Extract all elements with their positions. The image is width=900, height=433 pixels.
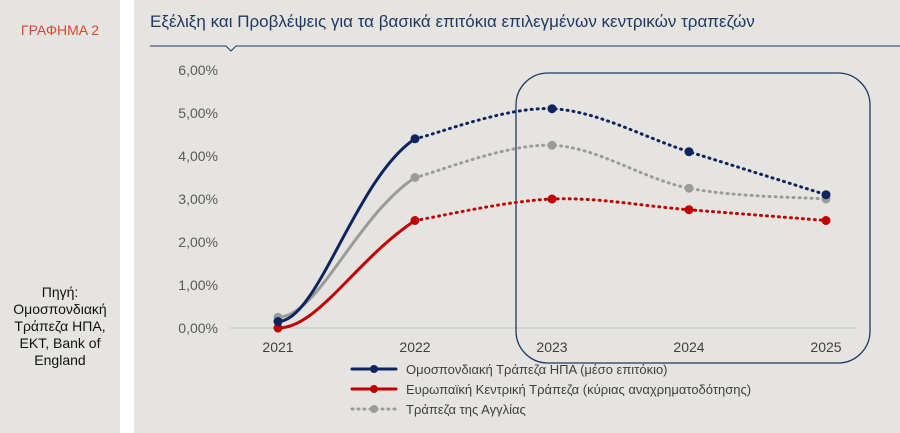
y-tick-label: 1,00% (178, 277, 218, 293)
chart-title: Εξέλιξη και Προβλέψεις για τα βασικά επι… (150, 12, 755, 31)
data-point (273, 317, 283, 327)
y-tick-label: 2,00% (178, 234, 218, 250)
source-line: Πηγή: (41, 284, 79, 300)
data-point (273, 323, 283, 333)
source-line: England (34, 352, 86, 368)
data-point (684, 147, 694, 157)
x-tick-label: 2025 (810, 339, 841, 355)
y-tick-label: 6,00% (178, 62, 218, 78)
data-point (547, 140, 557, 150)
x-tick-label: 2022 (399, 339, 430, 355)
data-point (821, 216, 831, 225)
x-tick-label: 2023 (536, 339, 567, 355)
source-note: Πηγή: Ομοσπονδιακή Τράπεζα ΗΠΑ, ΕΚΤ, Ban… (4, 284, 116, 369)
legend-label: Τράπεζα της Αγγλίας (406, 402, 526, 417)
x-tick-label: 2024 (673, 339, 704, 355)
series-forecast-line (413, 107, 828, 197)
line-chart: 0,00% 1,00% 2,00% 3,00% 4,00% 5,00% 6,00% 2021 2… (150, 45, 900, 417)
series-forecast-line (413, 143, 828, 201)
series-forecast-line (413, 197, 828, 222)
data-point (410, 134, 420, 144)
source-line: ΕΚΤ, Bank of (19, 335, 101, 351)
legend-label: Ευρωπαϊκή Κεντρική Τράπεζα (κύριας αναχρ… (406, 382, 751, 397)
legend-label: Ομοσπονδιακή Τράπεζα ΗΠΑ (μέσο επιτόκιο) (406, 362, 668, 377)
forecast-highlight-box (515, 72, 871, 364)
data-point (684, 183, 694, 193)
data-point (410, 173, 420, 182)
x-tick-label: 2021 (262, 339, 293, 355)
legend-swatch-marker (370, 385, 378, 393)
y-tick-label: 5,00% (178, 105, 218, 121)
series-actual-line (277, 176, 416, 319)
data-point (547, 194, 557, 204)
series-actual-line (277, 137, 416, 324)
sidebar: ΓΡΑΦΗΜΑ 2 Πηγή: Ομοσπονδιακή Τράπεζα ΗΠΑ… (0, 0, 120, 433)
source-line: Τράπεζα ΗΠΑ, (14, 318, 106, 334)
figure-label: ΓΡΑΦΗΜΑ 2 (20, 22, 100, 38)
y-tick-label: 3,00% (178, 191, 218, 207)
series-actual-line (277, 219, 416, 330)
y-tick-label: 4,00% (178, 148, 218, 164)
source-line: Ομοσπονδιακή (13, 301, 107, 317)
y-tick-label: 0,00% (178, 320, 218, 336)
chart-panel: Εξέλιξη και Προβλέψεις για τα βασικά επι… (134, 0, 900, 433)
legend-swatch-marker (370, 365, 378, 373)
data-point (684, 205, 694, 215)
data-point (410, 216, 420, 225)
title-underline (150, 45, 900, 52)
data-point (547, 104, 557, 114)
legend-swatch-marker (370, 405, 378, 413)
data-point (821, 190, 831, 200)
